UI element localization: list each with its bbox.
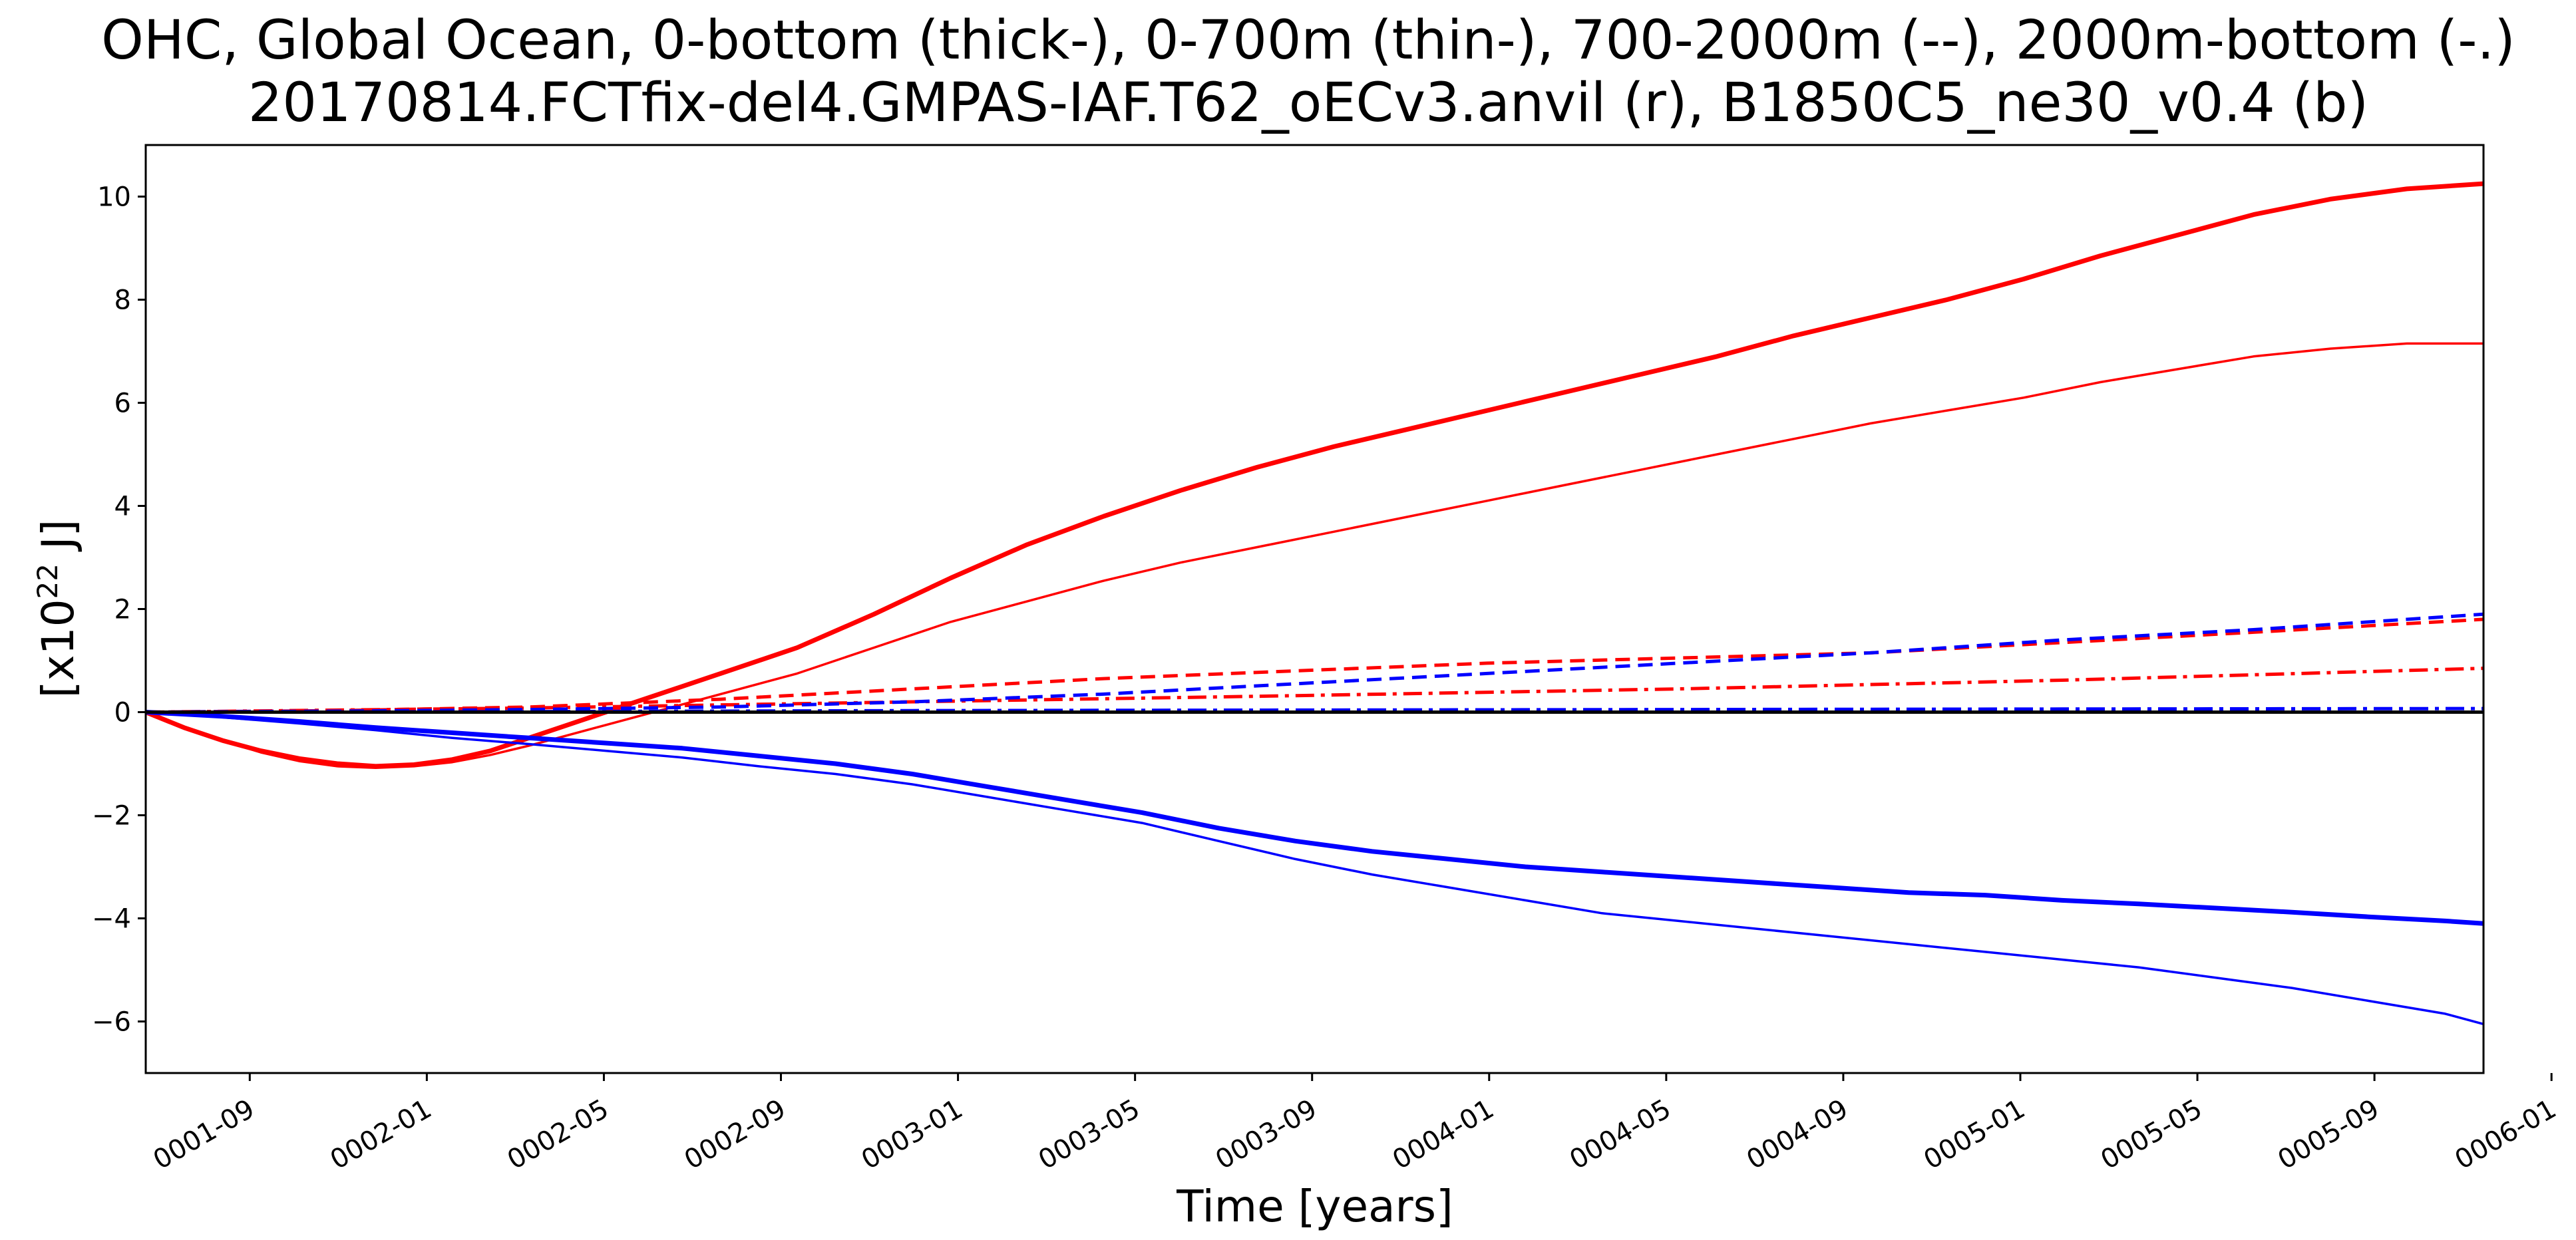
series-r-0-bottom-0 <box>144 181 2484 769</box>
series-b-0-bottom-4 <box>145 710 2484 926</box>
y-axis-label-unit: J] <box>33 520 84 563</box>
chart-title-line-2: 20170814.FCTfix-del4.GMPAS-IAF.T62_oECv3… <box>248 72 2368 134</box>
y-axis-label-base: [x10 <box>33 599 84 698</box>
series-b-2000m-bottom-7 <box>145 706 2484 714</box>
y-tick-label: −4 <box>92 904 131 935</box>
y-tick-label: 8 <box>114 285 131 316</box>
y-axis-label-exponent: 22 <box>31 563 64 599</box>
series-r-0-700m-1 <box>145 342 2484 769</box>
y-tick-label: 2 <box>114 595 131 625</box>
y-tick-label: 6 <box>114 388 131 419</box>
y-tick-label: 4 <box>114 492 131 522</box>
series-r-2000m-bottom-3 <box>145 667 2484 714</box>
y-axis-label: [x1022 J] <box>31 520 84 698</box>
series-b-0-700m-5 <box>145 710 2484 1026</box>
series-layer <box>144 181 2484 1026</box>
y-tick-label: 0 <box>114 698 131 728</box>
y-tick-label: 10 <box>97 182 131 213</box>
x-axis-label: Time [years] <box>1176 1181 1453 1232</box>
y-axis-ticks: −6 −4 −2 0 2 4 6 8 10 <box>92 182 146 1038</box>
y-tick-label: −2 <box>92 801 131 832</box>
y-tick-label: −6 <box>92 1007 131 1038</box>
chart-title-line-1: OHC, Global Ocean, 0-bottom (thick-), 0-… <box>101 9 2515 72</box>
